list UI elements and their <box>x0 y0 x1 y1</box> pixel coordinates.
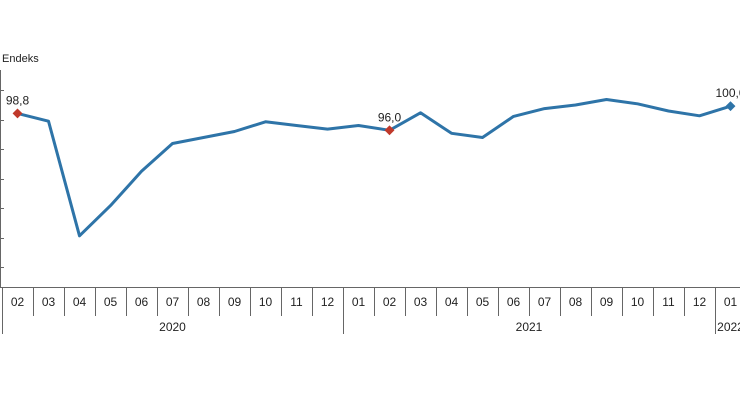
data-point-markers <box>12 101 736 136</box>
x-tick-label: 03 <box>414 295 428 309</box>
x-tick-label: 01 <box>724 295 738 309</box>
data-label: 98,8 <box>6 93 30 107</box>
x-tick-label: 02 <box>11 295 25 309</box>
x-tick-label: 08 <box>197 295 211 309</box>
x-tick-label: 07 <box>538 295 552 309</box>
x-tick-label: 05 <box>476 295 490 309</box>
x-tick-label: 11 <box>290 295 303 309</box>
x-axis-month-labels: 02 03 04 05 06 07 08 09 10 11 12 01 02 03 04 05 06 07 08 09… <box>11 295 738 309</box>
data-point-marker <box>725 101 736 112</box>
x-tick-label: 09 <box>600 295 614 309</box>
x-tick-label: 04 <box>445 295 459 309</box>
series-line <box>16 98 732 238</box>
x-tick-label: 01 <box>352 295 366 309</box>
x-tick-label: 12 <box>321 295 335 309</box>
x-tick-label: 08 <box>569 295 583 309</box>
x-tick-label: 10 <box>631 295 645 309</box>
x-tick-label: 04 <box>73 295 87 309</box>
x-tick-label: 05 <box>104 295 118 309</box>
x-tick-label: 07 <box>166 295 180 309</box>
data-label: 100,0 <box>715 86 740 100</box>
x-tick-label: 09 <box>228 295 242 309</box>
year-label: 2021 <box>516 320 543 334</box>
x-tick-label: 02 <box>383 295 397 309</box>
x-tick-label: 10 <box>259 295 273 309</box>
data-label: 96,0 <box>378 110 402 124</box>
x-tick-label: 06 <box>507 295 521 309</box>
x-tick-label: 03 <box>42 295 56 309</box>
x-axis-category-grid <box>2 287 716 334</box>
data-labels: 98,8 96,0 100,0 <box>6 86 740 124</box>
y-axis-label: Endeks <box>2 53 39 65</box>
x-axis-year-labels: 2020 2021 2022 <box>159 320 740 334</box>
x-tick-label: 06 <box>135 295 149 309</box>
x-tick-label: 11 <box>662 295 675 309</box>
y-axis-ticks <box>0 90 4 268</box>
year-label: 2020 <box>159 320 186 334</box>
year-label: 2022 <box>717 320 740 334</box>
x-tick-label: 12 <box>693 295 707 309</box>
data-point-marker <box>12 108 23 119</box>
